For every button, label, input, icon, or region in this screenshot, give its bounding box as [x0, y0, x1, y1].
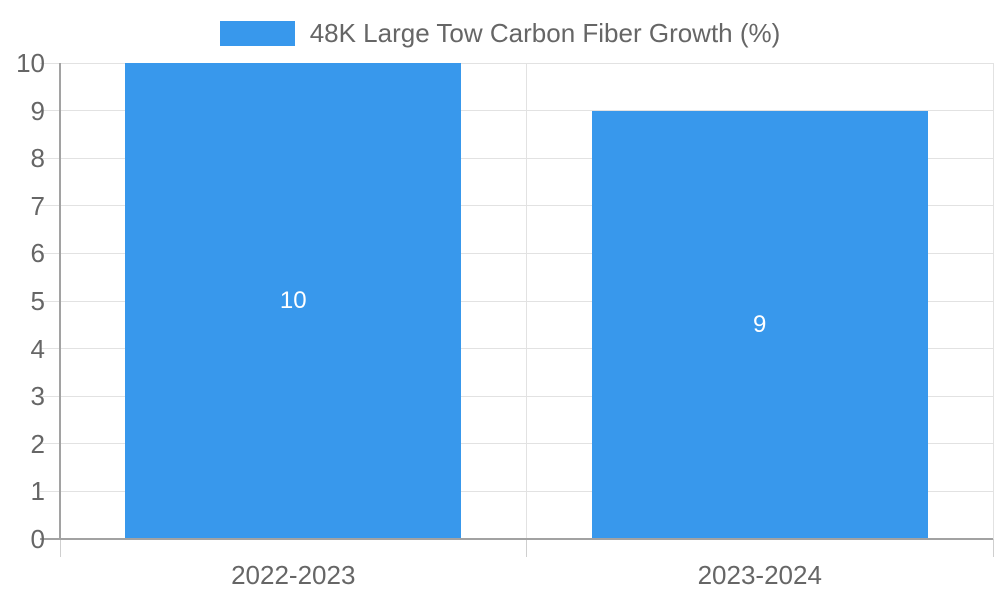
y-axis-tick-label: 3 — [30, 381, 45, 412]
legend-item[interactable]: 48K Large Tow Carbon Fiber Growth (%) — [0, 18, 1000, 48]
y-axis-tick-label: 5 — [30, 286, 45, 316]
x-axis-line — [40, 538, 993, 540]
x-axis-tick-mark — [526, 539, 527, 557]
x-axis-label-2022-2023: 2022-2023 — [231, 560, 356, 590]
gridline-horizontal — [40, 395, 993, 397]
y-axis-tick-label: 7 — [30, 190, 45, 221]
legend-swatch-icon — [219, 21, 295, 46]
gridline-horizontal — [40, 443, 993, 445]
bar-2023-2024[interactable] — [591, 110, 928, 539]
y-axis-tick-label: 6 — [30, 238, 45, 269]
gridline-horizontal — [40, 490, 993, 492]
x-axis-tick-mark — [992, 539, 994, 557]
y-axis-tick-label: 4 — [30, 333, 45, 364]
bar-value-label: 9 — [753, 310, 767, 338]
gridline-vertical — [992, 63, 994, 539]
gridline-horizontal — [40, 300, 993, 302]
y-axis-tick-label: 1 — [30, 476, 45, 507]
plot-area: 10 9 — [40, 62, 994, 557]
y-axis-line — [59, 63, 61, 539]
gridline-horizontal — [40, 205, 993, 207]
bar-2022-2023[interactable] — [125, 63, 462, 539]
y-axis-tick-label: 9 — [30, 95, 45, 126]
x-axis-label-2023-2024: 2023-2024 — [697, 560, 822, 590]
x-axis-tick-mark — [59, 539, 61, 557]
legend-label: 48K Large Tow Carbon Fiber Growth (%) — [309, 18, 781, 48]
y-axis-tick-label: 0 — [30, 524, 45, 554]
gridline-horizontal — [40, 348, 993, 350]
gridline-horizontal — [40, 110, 993, 112]
y-axis-tick-label: 10 — [16, 48, 45, 78]
bar-value-label: 10 — [279, 287, 307, 314]
gridline-horizontal — [40, 62, 993, 64]
gridline-horizontal — [40, 252, 993, 254]
gridline-horizontal — [40, 157, 993, 159]
gridline-vertical — [526, 63, 527, 539]
y-axis-tick-label: 2 — [30, 428, 45, 459]
y-axis-tick-label: 8 — [30, 143, 45, 174]
